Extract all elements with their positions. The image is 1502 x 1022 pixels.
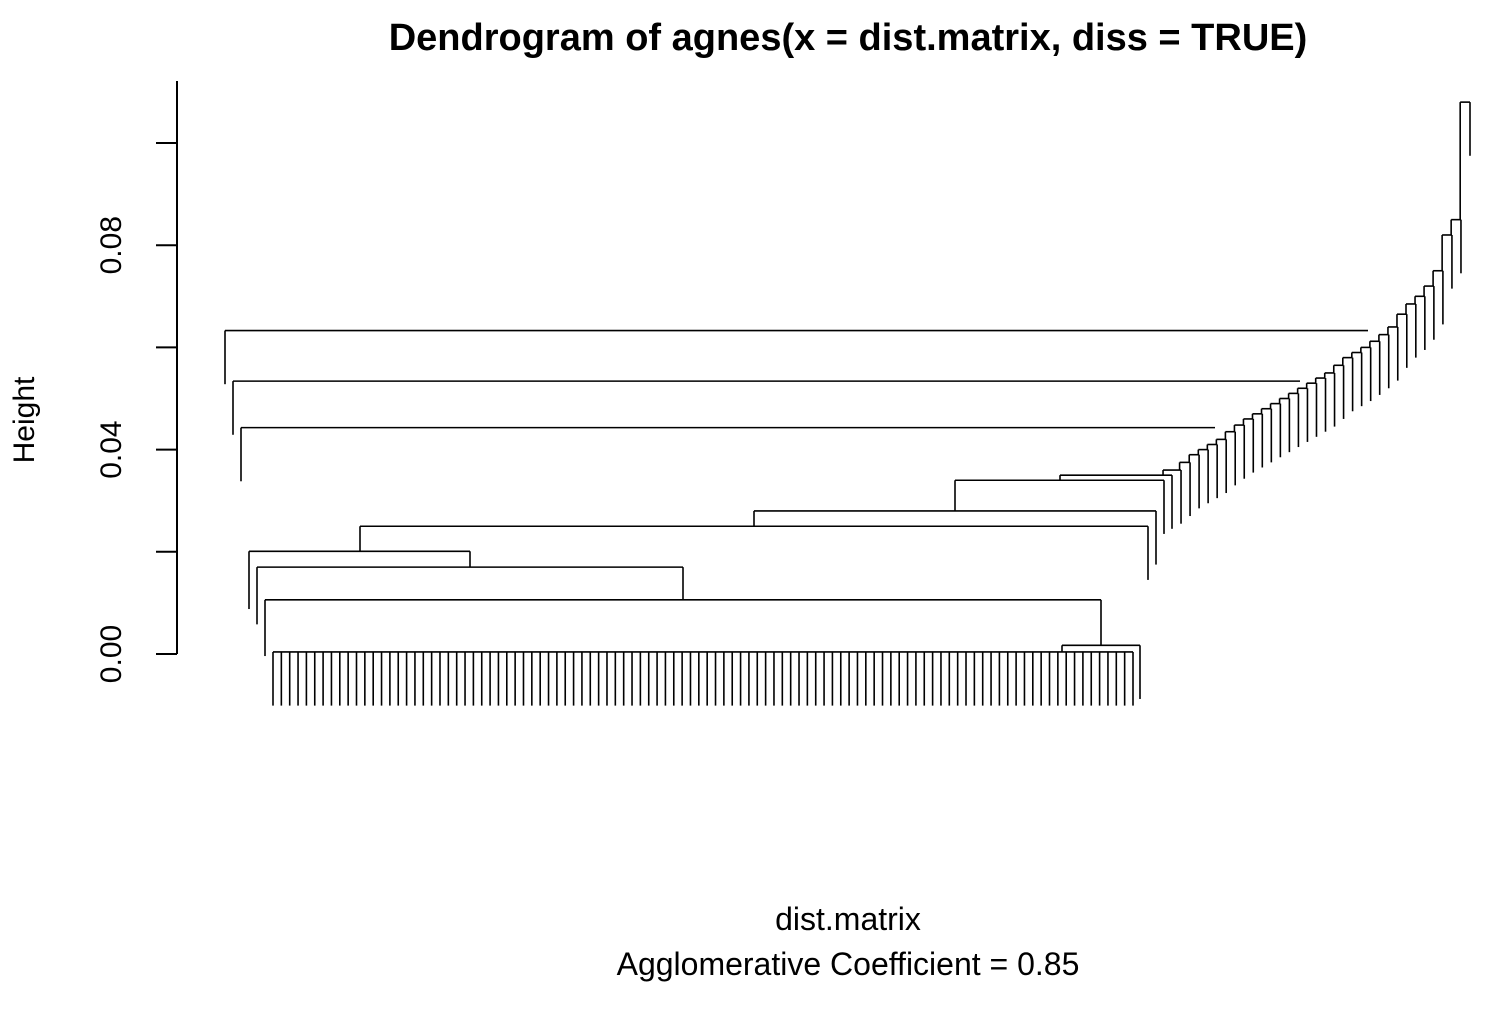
y-axis: 0.00 0.04 0.08	[95, 81, 178, 683]
dendrogram-tree	[224, 101, 1471, 706]
chart-title: Dendrogram of agnes(x = dist.matrix, dis…	[389, 17, 1308, 59]
y-axis-label: Height	[8, 376, 41, 463]
x-axis-label: dist.matrix	[775, 901, 921, 937]
y-tick-label-0: 0.00	[95, 625, 128, 683]
agglomerative-coefficient-subtitle: Agglomerative Coefficient = 0.85	[617, 946, 1080, 982]
y-tick-label-4: 0.08	[95, 216, 128, 274]
y-tick-label-2: 0.04	[95, 420, 128, 478]
